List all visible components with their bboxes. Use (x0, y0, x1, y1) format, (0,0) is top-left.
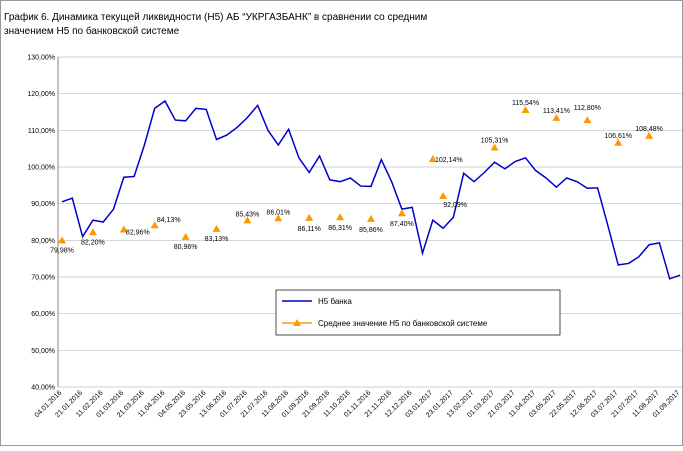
line (61, 99, 681, 280)
y-tick-label: 110,00% (28, 128, 55, 135)
marker (397, 209, 406, 217)
legend (275, 289, 561, 336)
y-tick-label: 40,00% (31, 385, 55, 392)
marker (428, 155, 437, 163)
y-tick-label: 100,00% (27, 165, 55, 172)
data-label: 102,14% (435, 157, 463, 164)
marker (614, 138, 623, 146)
data-label: 108,48% (635, 126, 663, 133)
marker (645, 131, 654, 139)
data-label: 86,11% (298, 226, 321, 233)
marker (243, 216, 252, 224)
marker (58, 236, 66, 244)
marker (552, 113, 561, 121)
marker (119, 225, 128, 233)
data-label: 85,43% (236, 211, 260, 218)
data-label: 79,98% (50, 247, 74, 254)
y-tick-label: 130,00% (27, 55, 55, 62)
data-label: 113,41% (543, 108, 570, 115)
legend-label: Н5 банка (318, 297, 352, 306)
marker (439, 192, 448, 200)
y-tick-label: 60,00% (31, 311, 55, 318)
legend-label: Среднее значение Н5 по банковской систем… (318, 319, 488, 328)
data-label: 87,40% (390, 221, 414, 228)
data-label: 80,96% (174, 244, 198, 251)
data-label: 82,96% (126, 229, 150, 236)
marker (88, 228, 97, 236)
y-tick-label: 80,00% (31, 238, 55, 245)
y-tick-label: 70,00% (31, 275, 55, 282)
y-tick-label: 90,00% (31, 201, 55, 208)
marker (212, 224, 221, 232)
chart-title: значением Н5 по банковской системе (4, 25, 180, 37)
data-label: 112,80% (574, 105, 601, 112)
data-label: 85,86% (359, 227, 383, 234)
chart-title: График 6. Динамика текущей ликвидности (… (4, 11, 427, 23)
marker (274, 214, 283, 222)
marker (305, 213, 314, 221)
marker (336, 213, 345, 221)
marker (150, 221, 159, 229)
y-tick-label: 120,00% (27, 91, 55, 98)
data-label: 84,13% (157, 217, 181, 224)
data-label: 82,20% (81, 239, 105, 246)
data-label: 86,31% (328, 225, 352, 232)
data-label: 105,31% (481, 138, 509, 145)
data-label: 106,61% (604, 133, 632, 140)
y-tick-label: 50,00% (31, 348, 55, 355)
legend-marker (293, 319, 301, 326)
marker (181, 232, 190, 240)
marker (367, 214, 375, 222)
marker (490, 143, 499, 151)
data-label: 86,01% (266, 209, 290, 216)
data-label: 83,13% (205, 236, 229, 243)
marker (583, 116, 592, 124)
data-label: 115,54% (512, 100, 539, 107)
marker (521, 106, 530, 114)
data-label: 92,09% (443, 202, 467, 209)
